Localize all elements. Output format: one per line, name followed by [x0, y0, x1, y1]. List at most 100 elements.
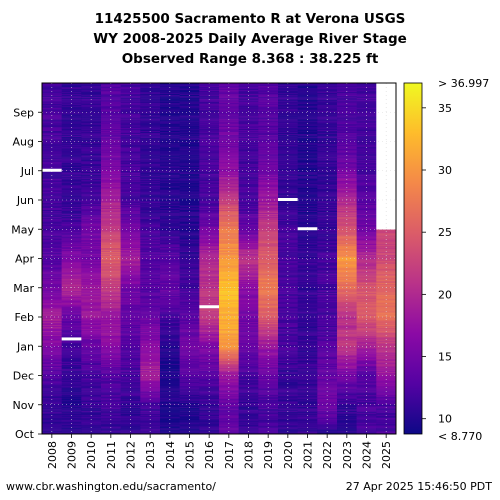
- heatmap-cell: [42, 118, 62, 120]
- heatmap-cell: [179, 399, 200, 402]
- heatmap-cell: [179, 118, 200, 120]
- heatmap-cell: [81, 140, 102, 142]
- heatmap-cell: [219, 97, 239, 99]
- heatmap-cell: [278, 217, 298, 219]
- heatmap-cell: [278, 348, 298, 350]
- heatmap-cell: [160, 319, 180, 322]
- heatmap-cell: [61, 317, 82, 320]
- heatmap-cell: [179, 321, 200, 324]
- heatmap-cell: [297, 304, 318, 306]
- heatmap-cell: [61, 219, 82, 221]
- heatmap-cell: [219, 390, 239, 392]
- heatmap-cell: [297, 325, 318, 328]
- heatmap-cell: [297, 270, 318, 272]
- heatmap-cell: [42, 208, 62, 211]
- heatmap-cell: [160, 172, 180, 174]
- heatmap-cell: [81, 188, 102, 190]
- heatmap-cell: [120, 278, 141, 280]
- heatmap-cell: [61, 207, 82, 210]
- heatmap-cell: [81, 422, 102, 424]
- heatmap-cell: [42, 127, 62, 130]
- heatmap-cell: [61, 420, 82, 422]
- heatmap-cell: [238, 399, 259, 402]
- heatmap-cell: [199, 401, 220, 404]
- heatmap-cell: [219, 164, 239, 167]
- heatmap-cell: [42, 145, 62, 147]
- heatmap-cell: [61, 123, 82, 126]
- heatmap-cell: [61, 381, 82, 383]
- heatmap-cell: [120, 114, 141, 116]
- heatmap-cell: [199, 325, 220, 328]
- heatmap-cell: [278, 388, 298, 390]
- heatmap-cell: [101, 309, 121, 311]
- heatmap-cell: [120, 183, 141, 185]
- heatmap-cell: [160, 328, 180, 330]
- heatmap-cell: [199, 257, 220, 259]
- heatmap-cell: [42, 200, 62, 202]
- heatmap-cell: [81, 245, 102, 248]
- heatmap-cell: [160, 356, 180, 358]
- heatmap-cell: [238, 200, 259, 202]
- heatmap-cell: [140, 276, 161, 278]
- heatmap-cell: [199, 251, 220, 253]
- heatmap-cell: [258, 380, 279, 382]
- heatmap-cell: [278, 91, 298, 94]
- heatmap-cell: [42, 248, 62, 251]
- heatmap-cell: [297, 348, 318, 350]
- heatmap-cell: [238, 280, 259, 283]
- heatmap-cell: [199, 149, 220, 151]
- heatmap-cell: [278, 143, 298, 145]
- heatmap-cell: [297, 361, 318, 364]
- heatmap-cell: [61, 229, 82, 231]
- heatmap-cell: [219, 217, 239, 219]
- heatmap-cell: [61, 372, 82, 374]
- heatmap-cell: [258, 113, 279, 115]
- heatmap-cell: [81, 432, 102, 434]
- heatmap-cell: [179, 143, 200, 145]
- heatmap-cell: [179, 121, 200, 123]
- heatmap-cell: [101, 189, 121, 191]
- heatmap-cell: [179, 288, 200, 290]
- heatmap-cell: [179, 188, 200, 190]
- heatmap-cell: [278, 415, 298, 417]
- heatmap-cell: [179, 256, 200, 258]
- heatmap-cell: [297, 367, 318, 369]
- heatmap-cell: [179, 201, 200, 204]
- heatmap-cell: [101, 236, 121, 238]
- heatmap-cell: [42, 393, 62, 395]
- heatmap-cell: [140, 157, 161, 159]
- heatmap-cell: [199, 421, 220, 423]
- heatmap-cell: [101, 248, 121, 251]
- heatmap-cell: [258, 401, 279, 404]
- heatmap-cell: [61, 85, 82, 88]
- heatmap-cell: [238, 177, 259, 179]
- heatmap-cell: [238, 158, 259, 160]
- heatmap-cell: [61, 157, 82, 159]
- heatmap-cell: [81, 419, 102, 421]
- heatmap-cell: [42, 416, 62, 418]
- heatmap-cell: [199, 109, 220, 111]
- heatmap-cell: [199, 376, 220, 378]
- heatmap-cell: [120, 360, 141, 363]
- heatmap-cell: [238, 120, 259, 122]
- heatmap-cell: [278, 188, 298, 190]
- heatmap-cell: [199, 356, 220, 358]
- heatmap-cell: [238, 171, 259, 173]
- heatmap-cell: [160, 224, 180, 226]
- heatmap-cell: [42, 364, 62, 367]
- heatmap-cell: [238, 153, 259, 155]
- heatmap-cell: [42, 272, 62, 274]
- heatmap-cell: [278, 375, 298, 377]
- heatmap-cell: [297, 173, 318, 175]
- heatmap-cell: [61, 344, 82, 346]
- heatmap-cell: [101, 319, 121, 322]
- heatmap-cell: [61, 257, 82, 259]
- heatmap-cell: [140, 388, 161, 390]
- heatmap-cell: [120, 361, 141, 364]
- heatmap-cell: [61, 197, 82, 199]
- heatmap-cell: [42, 120, 62, 122]
- heatmap-cell: [61, 409, 82, 411]
- heatmap-cell: [297, 213, 318, 215]
- heatmap-cell: [278, 349, 298, 351]
- heatmap-cell: [297, 215, 318, 217]
